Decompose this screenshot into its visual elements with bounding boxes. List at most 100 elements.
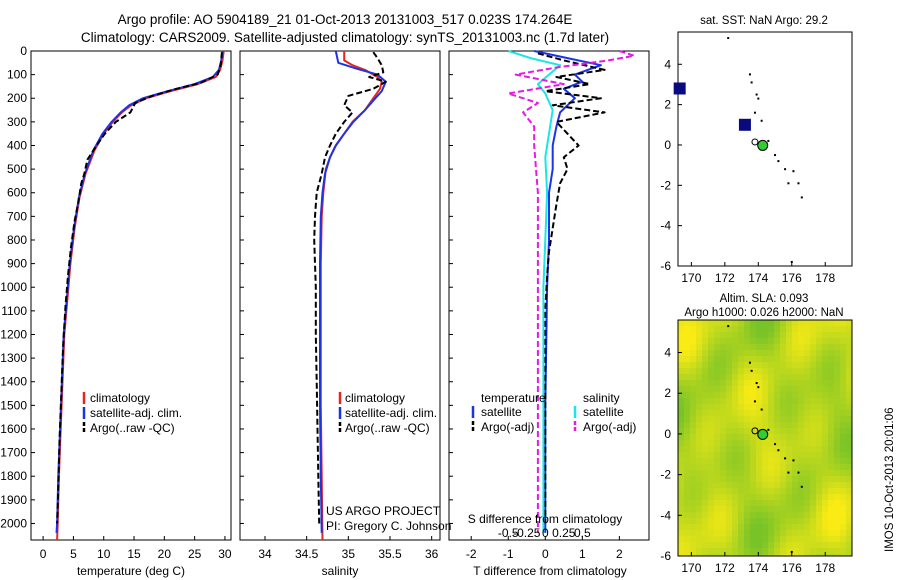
sla-heatmap-cell <box>834 452 840 458</box>
sla-heatmap-cell <box>720 344 726 350</box>
diff-series-temperature-argo-adj- <box>537 52 606 524</box>
sla-heatmap-cell <box>834 362 840 368</box>
sla-heatmap-cell <box>756 518 762 524</box>
sla-heatmap-cell <box>714 344 720 350</box>
sla-heatmap-cell <box>828 452 834 458</box>
sla-heatmap-cell <box>750 332 756 338</box>
sla-heatmap-cell <box>840 506 846 512</box>
sla-heatmap-cell <box>708 362 714 368</box>
sla-heatmap-cell <box>786 356 792 362</box>
sla-heatmap-cell <box>732 398 738 404</box>
sla-heatmap-cell <box>786 410 792 416</box>
sla-heatmap-cell <box>690 392 696 398</box>
sla-heatmap-cell <box>732 512 738 518</box>
sla-heatmap-cell <box>816 380 822 386</box>
sla-heatmap-cell <box>804 374 810 380</box>
sla-heatmap-cell <box>810 428 816 434</box>
sla-heatmap-cell <box>696 512 702 518</box>
sla-heatmap-cell <box>726 416 732 422</box>
sla-heatmap-cell <box>720 362 726 368</box>
sla-heatmap-cell <box>684 386 690 392</box>
sla-heatmap-cell <box>804 428 810 434</box>
sla-heatmap-cell <box>756 404 762 410</box>
sla-heatmap-cell <box>804 458 810 464</box>
sla-heatmap-cell <box>744 362 750 368</box>
sla-heatmap-cell <box>840 368 846 374</box>
sla-heatmap-cell <box>786 506 792 512</box>
sla-heatmap-cell <box>816 482 822 488</box>
sla-heatmap-cell <box>840 332 846 338</box>
sla-heatmap-cell <box>720 326 726 332</box>
sla-heatmap-cell <box>828 320 834 326</box>
sla-heatmap-cell <box>738 362 744 368</box>
sla-heatmap-cell <box>762 530 768 536</box>
sla-heatmap-cell <box>846 488 852 494</box>
sla-heatmap-cell <box>762 386 768 392</box>
sla-heatmap-cell <box>744 458 750 464</box>
sla-heatmap-cell <box>732 350 738 356</box>
sla-heatmap-cell <box>768 380 774 386</box>
sla-heatmap-cell <box>720 554 726 556</box>
sla-heatmap-cell <box>780 386 786 392</box>
sla-heatmap-cell <box>822 434 828 440</box>
sla-heatmap-cell <box>750 374 756 380</box>
sla-map-coastline-dot <box>757 386 760 389</box>
sla-heatmap-cell <box>732 440 738 446</box>
sla-heatmap-cell <box>762 326 768 332</box>
sla-heatmap-cell <box>690 482 696 488</box>
sla-heatmap-cell <box>780 530 786 536</box>
sla-map-coastline-dot <box>748 361 751 364</box>
sla-heatmap-cell <box>774 374 780 380</box>
sla-heatmap-cell <box>744 428 750 434</box>
sla-heatmap-cell <box>720 530 726 536</box>
sla-heatmap-cell <box>750 494 756 500</box>
sla-heatmap-cell <box>702 326 708 332</box>
sla-heatmap-cell <box>714 380 720 386</box>
sst-map-float-position-marker <box>757 139 769 151</box>
s-difference-axis-label: S difference from climatology <box>468 512 623 526</box>
sla-heatmap-cell <box>780 506 786 512</box>
sla-heatmap-cell <box>846 470 852 476</box>
sla-heatmap-cell <box>684 446 690 452</box>
sla-heatmap-cell <box>822 428 828 434</box>
sla-heatmap-cell <box>762 518 768 524</box>
sla-heatmap-cell <box>708 452 714 458</box>
sla-heatmap-cell <box>678 500 684 506</box>
sla-heatmap-cell <box>684 374 690 380</box>
sla-heatmap-cell <box>708 410 714 416</box>
sla-heatmap-cell <box>792 398 798 404</box>
sla-heatmap-cell <box>822 356 828 362</box>
sla-heatmap-cell <box>750 392 756 398</box>
sla-heatmap-cell <box>750 368 756 374</box>
sla-heatmap-cell <box>702 386 708 392</box>
sla-heatmap-cell <box>834 494 840 500</box>
sla-heatmap-cell <box>768 494 774 500</box>
sla-heatmap-cell <box>756 386 762 392</box>
sla-heatmap-cell <box>846 344 852 350</box>
sla-heatmap-cell <box>798 494 804 500</box>
sla-heatmap-cell <box>840 398 846 404</box>
sla-heatmap-cell <box>810 476 816 482</box>
sla-heatmap-cell <box>720 500 726 506</box>
sla-heatmap-cell <box>750 500 756 506</box>
sla-heatmap-cell <box>804 380 810 386</box>
sla-heatmap-cell <box>834 398 840 404</box>
sla-heatmap-cell <box>846 548 852 554</box>
sla-heatmap-cell <box>828 488 834 494</box>
sla-heatmap-cell <box>744 416 750 422</box>
sla-heatmap-cell <box>768 392 774 398</box>
sla-map-coastline-dot <box>784 457 787 460</box>
sla-heatmap-cell <box>840 344 846 350</box>
sla-heatmap-cell <box>792 470 798 476</box>
sla-heatmap-cell <box>804 434 810 440</box>
sla-heatmap-cell <box>744 404 750 410</box>
sla-heatmap-cell <box>726 488 732 494</box>
sla-heatmap-cell <box>798 530 804 536</box>
depth-tick-label: 1000 <box>0 280 27 294</box>
sla-heatmap-cell <box>720 440 726 446</box>
sla-heatmap-cell <box>744 368 750 374</box>
sla-heatmap-cell <box>708 386 714 392</box>
sla-heatmap-cell <box>732 506 738 512</box>
sla-heatmap-cell <box>846 404 852 410</box>
sla-heatmap-cell <box>738 416 744 422</box>
